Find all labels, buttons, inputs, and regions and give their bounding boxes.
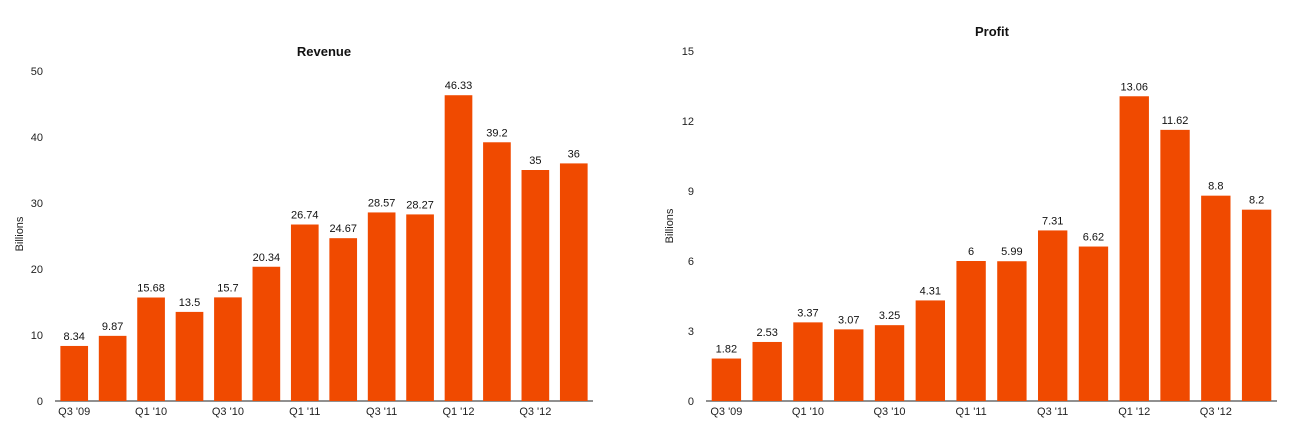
profit-bar-value-label: 4.31 <box>920 285 941 297</box>
revenue-bar-value-label: 15.7 <box>217 282 238 294</box>
revenue-x-tick-label: Q3 '12 <box>519 406 551 418</box>
profit-bar <box>956 261 986 401</box>
profit-bar-value-label: 1.82 <box>716 344 737 356</box>
profit-bar-value-label: 3.07 <box>838 314 859 326</box>
revenue-bar <box>60 345 89 401</box>
profit-y-tick-label: 15 <box>682 46 694 58</box>
profit-bar-value-label: 8.8 <box>1208 181 1223 193</box>
revenue-bar <box>98 335 127 401</box>
revenue-bar-value-label: 8.34 <box>64 331 85 343</box>
profit-y-tick-label: 9 <box>688 186 694 198</box>
revenue-y-tick-label: 20 <box>31 264 43 276</box>
profit-y-tick-label: 12 <box>682 116 694 128</box>
profit-x-tick-label: Q3 '09 <box>710 406 742 418</box>
profit-bar <box>1201 195 1231 401</box>
profit-bar <box>1160 129 1190 401</box>
revenue-bar-value-label: 26.74 <box>291 210 319 222</box>
revenue-y-tick-label: 40 <box>31 132 43 144</box>
profit-bar-value-label: 6.62 <box>1083 232 1104 244</box>
profit-bar-value-label: 3.37 <box>797 307 818 319</box>
revenue-bar-value-label: 39.2 <box>486 127 507 139</box>
profit-bar-value-label: 3.25 <box>879 310 900 322</box>
revenue-bar-value-label: 46.33 <box>445 80 473 92</box>
profit-bar <box>1119 96 1149 402</box>
revenue-bar-value-label: 35 <box>529 155 541 167</box>
profit-bar-value-label: 11.62 <box>1162 115 1189 127</box>
revenue-x-tick-label: Q1 '12 <box>442 406 474 418</box>
revenue-bar-value-label: 13.5 <box>179 297 200 309</box>
revenue-bar <box>137 297 165 401</box>
profit-x-tick-label: Q1 '12 <box>1118 406 1150 418</box>
revenue-bar-value-label: 36 <box>568 148 580 160</box>
profit-chart-svg: Profit Billions 0 3 6 9 12 15 1.82 Q3 '09 2.53 3.… <box>664 24 1277 418</box>
profit-x-tick-label: Q1 '11 <box>955 406 986 418</box>
revenue-bar-value-label: 20.34 <box>253 252 281 264</box>
profit-x-tick-label: Q1 '10 <box>792 406 824 418</box>
revenue-x-tick-label: Q3 '10 <box>212 406 244 418</box>
revenue-bar <box>406 214 434 401</box>
profit-bar <box>874 325 905 401</box>
revenue-bar-value-label: 15.68 <box>137 283 165 295</box>
revenue-bar <box>290 224 319 401</box>
revenue-bar <box>329 238 358 401</box>
profit-bar-value-label: 2.53 <box>756 327 777 339</box>
profit-bar <box>793 322 823 401</box>
revenue-chart: Revenue Billions 0 10 20 30 40 50 8.34 Q3 '09 9.… <box>0 0 640 442</box>
profit-chart: Profit Billions 0 3 6 9 12 15 1.82 Q3 '09 2.53 3.… <box>650 0 1304 442</box>
profit-chart-title: Profit <box>975 24 1010 39</box>
revenue-bar <box>559 163 588 401</box>
revenue-bar <box>214 297 242 401</box>
profit-y-axis-label: Billions <box>664 208 676 243</box>
profit-bar <box>1078 246 1109 401</box>
profit-x-tick-label: Q3 '10 <box>873 406 905 418</box>
profit-x-tick-label: Q3 '11 <box>1037 406 1068 418</box>
revenue-y-tick-label: 50 <box>31 66 43 78</box>
profit-bar <box>834 329 864 401</box>
profit-y-tick-label: 3 <box>688 326 694 338</box>
profit-y-tick-label: 6 <box>688 256 694 268</box>
profit-bar-value-label: 5.99 <box>1001 246 1022 258</box>
revenue-x-tick-label: Q1 '10 <box>135 406 167 418</box>
revenue-x-tick-label: Q3 '11 <box>366 406 397 418</box>
profit-bar <box>1037 230 1068 401</box>
profit-bar-value-label: 8.2 <box>1249 195 1264 207</box>
revenue-y-tick-label: 10 <box>31 330 43 342</box>
profit-bar <box>997 261 1027 401</box>
revenue-bar-value-label: 24.67 <box>329 223 357 235</box>
revenue-bar-value-label: 28.57 <box>368 197 396 209</box>
revenue-bar <box>444 95 473 402</box>
revenue-y-tick-label: 30 <box>31 198 43 210</box>
revenue-bar <box>521 170 550 401</box>
profit-y-tick-label: 0 <box>688 396 694 408</box>
profit-bar-value-label: 7.31 <box>1042 215 1063 227</box>
revenue-bar-value-label: 28.27 <box>406 199 434 211</box>
profit-x-tick-label: Q3 '12 <box>1200 406 1232 418</box>
revenue-bar <box>367 212 396 401</box>
revenue-bar <box>483 142 511 401</box>
revenue-x-tick-label: Q3 '09 <box>58 406 90 418</box>
revenue-chart-svg: Revenue Billions 0 10 20 30 40 50 8.34 Q3 '09 9.… <box>14 44 593 418</box>
revenue-bar <box>175 311 204 401</box>
profit-bar-value-label: 6 <box>968 246 974 258</box>
profit-bar <box>711 358 742 401</box>
revenue-x-tick-label: Q1 '11 <box>289 406 320 418</box>
profit-bar-value-label: 13.06 <box>1120 81 1148 93</box>
profit-bar <box>1241 209 1272 401</box>
revenue-bar <box>252 266 281 401</box>
revenue-y-tick-label: 0 <box>37 396 43 408</box>
profit-bar <box>915 300 946 401</box>
revenue-chart-title: Revenue <box>297 44 351 59</box>
revenue-y-axis-label: Billions <box>14 216 26 251</box>
profit-bar <box>752 341 782 401</box>
revenue-bar-value-label: 9.87 <box>102 321 123 333</box>
